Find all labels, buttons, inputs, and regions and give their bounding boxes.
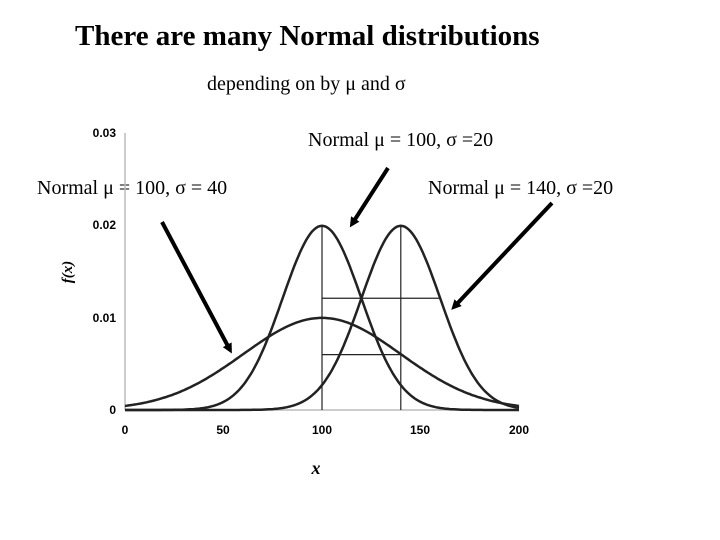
- annotation-mu100-sigma40: Normal μ = 100, σ = 40: [37, 177, 228, 199]
- page-subtitle: depending on by μ and σ: [207, 73, 406, 95]
- arrow-mu100-sigma40: [160, 221, 232, 354]
- x-tick-label-0: 0: [122, 423, 129, 437]
- x-tick-label-4: 200: [509, 423, 529, 437]
- y-axis-label: f(x): [60, 261, 76, 284]
- series-line-1: [124, 316, 520, 408]
- arrow-mu140-sigma20: [451, 201, 554, 310]
- page-title: There are many Normal distributions: [75, 20, 540, 52]
- y-tick-label-3: 0.03: [93, 126, 117, 140]
- y-tick-label-2: 0.02: [93, 218, 117, 232]
- x-tick-label-2: 100: [312, 423, 332, 437]
- x-tick-label-1: 50: [216, 423, 230, 437]
- y-tick-label-0: 0: [109, 403, 116, 417]
- series-line-2: [125, 224, 520, 412]
- x-tick-label-3: 150: [410, 423, 430, 437]
- x-axis-label: x: [311, 458, 321, 478]
- annotation-mu100-sigma20: Normal μ = 100, σ =20: [308, 129, 494, 151]
- arrow-mu100-sigma20: [349, 166, 390, 228]
- annotation-mu140-sigma20: Normal μ = 140, σ =20: [428, 177, 614, 199]
- y-tick-label-1: 0.01: [93, 311, 117, 325]
